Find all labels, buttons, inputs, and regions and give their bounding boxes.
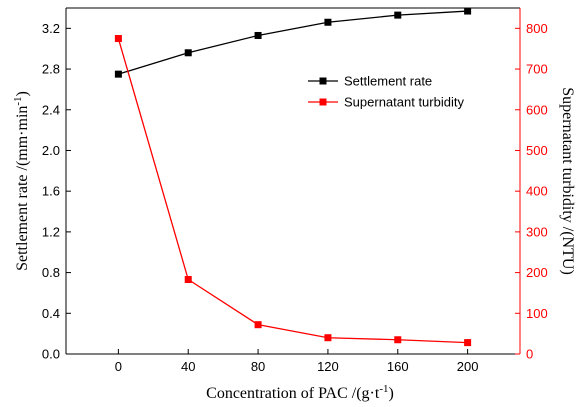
settlement-rate-point xyxy=(464,7,472,15)
right-y-tick-label: 400 xyxy=(526,184,548,199)
left-y-tick-label: 1.2 xyxy=(42,224,60,239)
supernatant-turbidity-point xyxy=(324,334,332,342)
left-y-tick-label: 2.0 xyxy=(42,143,60,158)
left-y-tick-label: 3.2 xyxy=(42,21,60,36)
x-tick-label: 120 xyxy=(317,359,339,374)
left-y-tick-label: 0.8 xyxy=(42,265,60,280)
right-y-tick-label: 200 xyxy=(526,265,548,280)
supernatant-turbidity-line xyxy=(117,38,468,344)
x-tick-label: 0 xyxy=(115,359,122,374)
right-y-tick-label: 500 xyxy=(526,143,548,158)
x-axis-title: Concentration of PAC /(g·t-1) xyxy=(206,383,394,402)
supernatant-turbidity-point xyxy=(394,336,402,344)
left-y-axis-title: Settlement rate /(mm·min-1) xyxy=(12,91,31,271)
right-y-tick-label: 300 xyxy=(526,224,548,239)
right-y-tick-label: 800 xyxy=(526,21,548,36)
right-y-axis-title: Supernatant turbidity /(NTU) xyxy=(559,87,576,275)
legend: Settlement rate Supernatant turbidity xyxy=(308,74,464,110)
settlement-rate-point xyxy=(184,49,192,57)
supernatant-turbidity-point xyxy=(184,276,192,284)
legend-marker-settlement-rate xyxy=(319,77,327,85)
x-tick-label: 160 xyxy=(387,359,409,374)
left-y-tick-label: 2.4 xyxy=(42,102,60,117)
right-y-tick-label: 0 xyxy=(526,347,533,362)
left-y-tick-label: 0.4 xyxy=(42,306,60,321)
supernatant-turbidity-point xyxy=(114,35,122,43)
right-y-tick-label: 700 xyxy=(526,62,548,77)
x-tick-label: 80 xyxy=(251,359,265,374)
settlement-rate-point xyxy=(324,18,332,26)
legend-marker-supernatant-turbidity xyxy=(319,98,327,106)
legend-label-settlement-rate: Settlement rate xyxy=(344,74,432,89)
x-tick-label: 40 xyxy=(181,359,195,374)
axes xyxy=(65,7,521,355)
left-y-tick-label: 1.6 xyxy=(42,184,60,199)
settlement-rate-line xyxy=(118,10,468,75)
right-y-tick-label: 600 xyxy=(526,102,548,117)
settlement-rate-point xyxy=(114,70,122,78)
supernatant-turbidity-point xyxy=(254,321,262,329)
axis-ticks: 0 40 80 120 160 200 0.0 0.4 0.8 1.2 1.6 2.0 2.4 2.8 3.… xyxy=(42,21,548,374)
data-series xyxy=(114,7,472,347)
supernatant-turbidity-point xyxy=(464,339,472,347)
right-y-tick-label: 100 xyxy=(526,306,548,321)
x-tick-label: 200 xyxy=(457,359,479,374)
settlement-rate-point xyxy=(254,31,262,39)
legend-label-supernatant-turbidity: Supernatant turbidity xyxy=(344,95,464,110)
left-y-tick-label: 2.8 xyxy=(42,62,60,77)
settlement-rate-point xyxy=(394,11,402,19)
left-y-tick-label: 0.0 xyxy=(42,347,60,362)
